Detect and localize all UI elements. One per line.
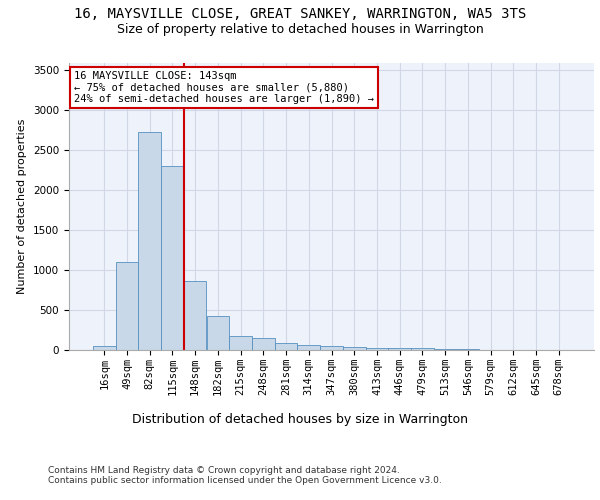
Text: 16, MAYSVILLE CLOSE, GREAT SANKEY, WARRINGTON, WA5 3TS: 16, MAYSVILLE CLOSE, GREAT SANKEY, WARRI…: [74, 8, 526, 22]
Y-axis label: Number of detached properties: Number of detached properties: [17, 118, 28, 294]
Bar: [320, 346, 343, 350]
Bar: [116, 262, 139, 350]
Bar: [343, 347, 365, 350]
Bar: [275, 343, 298, 350]
Bar: [457, 349, 479, 350]
Bar: [206, 316, 229, 350]
Bar: [411, 348, 434, 350]
Bar: [93, 346, 116, 350]
Bar: [139, 132, 161, 350]
Text: Contains public sector information licensed under the Open Government Licence v3: Contains public sector information licen…: [48, 476, 442, 485]
Text: Contains HM Land Registry data © Crown copyright and database right 2024.: Contains HM Land Registry data © Crown c…: [48, 466, 400, 475]
Bar: [252, 338, 275, 350]
Bar: [298, 345, 320, 350]
Bar: [388, 348, 411, 350]
Bar: [434, 349, 457, 350]
Bar: [184, 280, 206, 350]
Text: 16 MAYSVILLE CLOSE: 143sqm
← 75% of detached houses are smaller (5,880)
24% of s: 16 MAYSVILLE CLOSE: 143sqm ← 75% of deta…: [74, 71, 374, 104]
Text: Size of property relative to detached houses in Warrington: Size of property relative to detached ho…: [116, 22, 484, 36]
Text: Distribution of detached houses by size in Warrington: Distribution of detached houses by size …: [132, 412, 468, 426]
Bar: [229, 336, 252, 350]
Bar: [161, 166, 184, 350]
Bar: [365, 348, 388, 350]
